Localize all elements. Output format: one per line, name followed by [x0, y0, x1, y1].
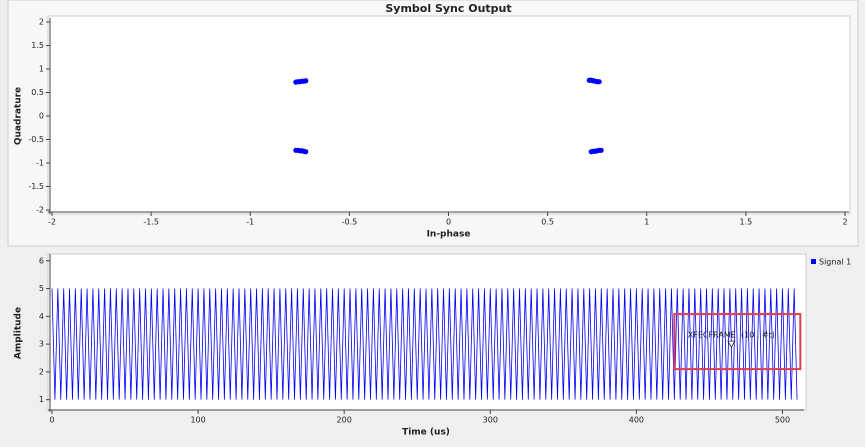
x-tick-label: 0 [49, 416, 54, 425]
x-axis-label: In-phase [427, 230, 471, 240]
x-tick-label: -2 [48, 218, 56, 227]
annotation-box [673, 313, 802, 371]
y-tick-label: -2 [36, 206, 44, 215]
chart-title: Symbol Sync Output [385, 2, 511, 15]
legend-label: Signal 1 [819, 258, 851, 267]
point [596, 79, 602, 85]
x-tick-label: -0.5 [342, 218, 358, 227]
y-tick-label: 2 [39, 18, 44, 27]
x-tick-label: -1.5 [143, 218, 159, 227]
x-axis-label: Time (us) [402, 428, 450, 438]
y-tick-label: 4 [39, 312, 44, 321]
y-tick-label: 0 [39, 112, 44, 121]
y-tick-label: 0.5 [31, 88, 44, 97]
point [303, 78, 309, 84]
point [303, 149, 309, 155]
y-tick-label: 6 [39, 256, 44, 265]
annotation-label: XFECFRAME: (10 . #t) [688, 331, 775, 340]
y-tick-label: 1.5 [31, 41, 44, 50]
x-tick-label: 1 [644, 218, 649, 227]
x-tick-label: 200 [337, 416, 352, 425]
x-tick-label: 400 [629, 416, 644, 425]
y-tick-label: 5 [39, 284, 44, 293]
y-tick-label: 2 [39, 367, 44, 376]
x-tick-label: 100 [190, 416, 205, 425]
y-tick-label: 1 [39, 395, 44, 404]
point [598, 147, 604, 153]
series-line [51, 288, 798, 400]
y-tick-label: -0.5 [28, 135, 44, 144]
x-tick-label: 0.5 [541, 218, 554, 227]
y-tick-label: -1.5 [28, 182, 44, 191]
x-tick-label: 1.5 [740, 218, 753, 227]
x-tick-label: 0 [446, 218, 451, 227]
y-axis-label: Quadrature [14, 87, 24, 145]
x-tick-label: 300 [483, 416, 498, 425]
x-tick-label: 500 [775, 416, 790, 425]
y-tick-label: 3 [39, 340, 44, 349]
x-tick-label: 2 [842, 218, 847, 227]
top-canvas [47, 15, 851, 215]
y-tick-label: 1 [39, 65, 44, 74]
y-tick-label: -1 [36, 159, 44, 168]
legend-swatch [811, 259, 816, 264]
y-axis-label: Amplitude [14, 307, 24, 359]
annotation-marker [727, 340, 736, 348]
x-tick-label: -1 [246, 218, 254, 227]
